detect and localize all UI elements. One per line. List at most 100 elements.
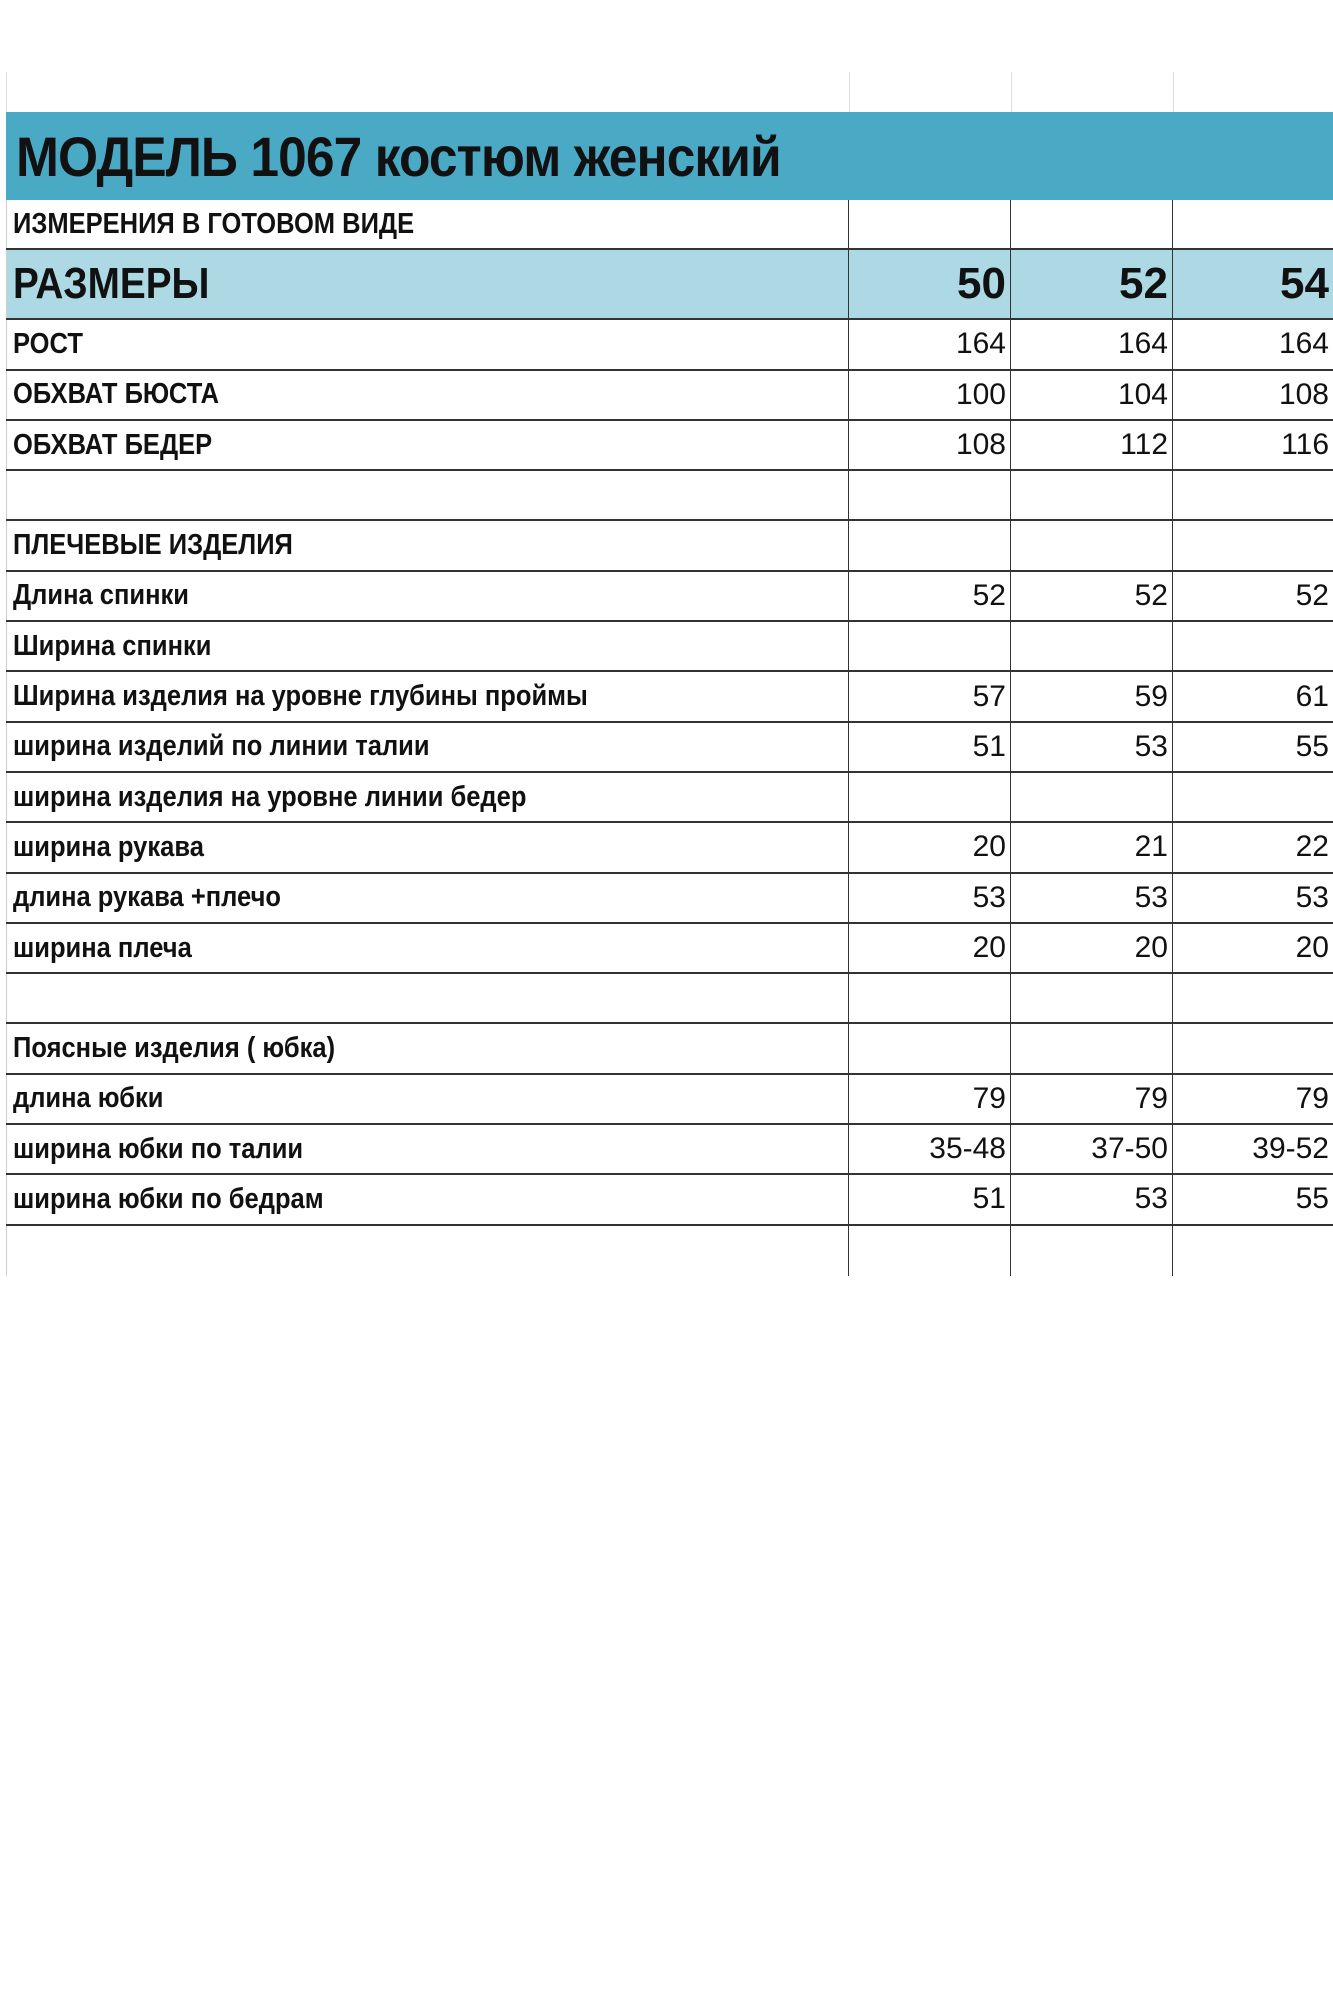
value-cell (1010, 1225, 1172, 1276)
row-label: ширина юбки по бедрам (13, 1182, 324, 1215)
value-cell (848, 974, 1010, 1023)
row-label: ширина изделий по линии талии (13, 730, 430, 763)
size-chart-sheet: МОДЕЛЬ 1067 костюм женский ИЗМЕРЕНИЯ В Г… (6, 72, 1333, 1276)
sizes-label: РАЗМЕРЫ (13, 259, 210, 309)
table-row (6, 974, 1333, 1025)
value-cell: 52 (1010, 571, 1172, 621)
value-cell: 53 (1010, 722, 1172, 771)
subtitle: ИЗМЕРЕНИЯ В ГОТОВОМ ВИДЕ (13, 207, 415, 240)
table-row: Длина спинки 52 52 52 (6, 571, 1333, 623)
cell (848, 200, 1010, 249)
value-cell (848, 1024, 1010, 1073)
value-cell (1010, 521, 1172, 570)
table-row: ширина изделия на уровне линии бедер (6, 772, 1333, 824)
value-cell (1010, 772, 1172, 822)
value-cell (1172, 521, 1333, 570)
table-row: ширина юбки по талии 35-48 37-50 39-52 (6, 1125, 1333, 1176)
value-cell: 116 (1172, 420, 1333, 470)
value-cell: 79 (1010, 1074, 1172, 1124)
row-label: Длина спинки (13, 579, 189, 612)
value-cell: 53 (1010, 873, 1172, 922)
row-label: ширина юбки по талии (13, 1132, 304, 1165)
row-label: ОБХВАТ БЕДЕР (13, 428, 213, 461)
value-cell (1172, 1225, 1333, 1276)
table-row: РОСТ 164 164 164 (6, 320, 1333, 371)
subtitle-row: ИЗМЕРЕНИЯ В ГОТОВОМ ВИДЕ (6, 200, 1333, 251)
value-cell: 79 (1172, 1074, 1333, 1124)
row-label: Поясные изделия ( юбка) (13, 1032, 336, 1065)
value-cell: 20 (1172, 923, 1333, 973)
title-banner: МОДЕЛЬ 1067 костюм женский (6, 112, 1333, 200)
value-cell (848, 1225, 1010, 1276)
value-cell: 20 (848, 923, 1010, 973)
size-header: 54 (1172, 250, 1333, 319)
value-cell (1010, 974, 1172, 1023)
value-cell: 112 (1010, 420, 1172, 470)
value-cell: 108 (848, 420, 1010, 470)
value-cell: 22 (1172, 823, 1333, 872)
row-label: ПЛЕЧЕВЫЕ ИЗДЕЛИЯ (13, 529, 293, 562)
value-cell: 164 (848, 320, 1010, 369)
value-cell: 61 (1172, 672, 1333, 721)
table-row: длина рукава +плечо 53 53 53 (6, 873, 1333, 924)
value-cell: 52 (1172, 571, 1333, 621)
row-label: ширина изделия на уровне линии бедер (13, 780, 527, 813)
value-cell: 51 (848, 1175, 1010, 1224)
value-cell: 59 (1010, 672, 1172, 721)
cell (1010, 200, 1172, 249)
value-cell (1172, 974, 1333, 1023)
size-header: 52 (1010, 250, 1172, 319)
table-row: ширина изделий по линии талии 51 53 55 (6, 722, 1333, 773)
value-cell (1172, 622, 1333, 671)
row-label: РОСТ (13, 327, 83, 360)
value-cell: 104 (1010, 370, 1172, 419)
value-cell: 164 (1172, 320, 1333, 369)
value-cell (848, 772, 1010, 822)
value-cell: 37-50 (1010, 1125, 1172, 1174)
value-cell: 39-52 (1172, 1125, 1333, 1174)
value-cell (1172, 471, 1333, 520)
value-cell: 164 (1010, 320, 1172, 369)
value-cell: 53 (848, 873, 1010, 922)
sizes-header-row: РАЗМЕРЫ 50 52 54 (6, 250, 1333, 321)
grid-line (849, 72, 850, 112)
row-label: Ширина изделия на уровне глубины проймы (13, 680, 588, 713)
value-cell (848, 521, 1010, 570)
table-row: Поясные изделия ( юбка) (6, 1024, 1333, 1075)
row-label: длина рукава +плечо (13, 881, 282, 914)
value-cell: 100 (848, 370, 1010, 419)
value-cell: 55 (1172, 722, 1333, 771)
row-label: ширина плеча (13, 931, 192, 964)
table-row (6, 1225, 1333, 1276)
page-title: МОДЕЛЬ 1067 костюм женский (16, 124, 782, 188)
value-cell: 52 (848, 571, 1010, 621)
value-cell: 55 (1172, 1175, 1333, 1224)
value-cell: 21 (1010, 823, 1172, 872)
cell (1172, 200, 1333, 249)
row-label: длина юбки (13, 1082, 164, 1115)
value-cell: 51 (848, 722, 1010, 771)
row-label: Ширина спинки (13, 629, 212, 662)
table-row: ОБХВАТ БЮСТА 100 104 108 (6, 370, 1333, 421)
table-row: Ширина спинки (6, 622, 1333, 673)
grid-line (1173, 72, 1174, 112)
value-cell: 20 (848, 823, 1010, 872)
row-label: ОБХВАТ БЮСТА (13, 378, 220, 411)
empty-grid-row (6, 72, 1333, 112)
value-cell (1010, 1024, 1172, 1073)
value-cell: 35-48 (848, 1125, 1010, 1174)
value-cell: 108 (1172, 370, 1333, 419)
table-row: ОБХВАТ БЕДЕР 108 112 116 (6, 420, 1333, 472)
table-row: ширина плеча 20 20 20 (6, 923, 1333, 975)
value-cell (1172, 1024, 1333, 1073)
table-row: Ширина изделия на уровне глубины проймы 5… (6, 672, 1333, 723)
value-cell: 53 (1172, 873, 1333, 922)
value-cell: 20 (1010, 923, 1172, 973)
table-row: длина юбки 79 79 79 (6, 1074, 1333, 1126)
value-cell (1010, 622, 1172, 671)
size-header: 50 (848, 250, 1010, 319)
value-cell: 57 (848, 672, 1010, 721)
table-row: ПЛЕЧЕВЫЕ ИЗДЕЛИЯ (6, 521, 1333, 572)
row-label: ширина рукава (13, 830, 204, 863)
value-cell (1010, 471, 1172, 520)
